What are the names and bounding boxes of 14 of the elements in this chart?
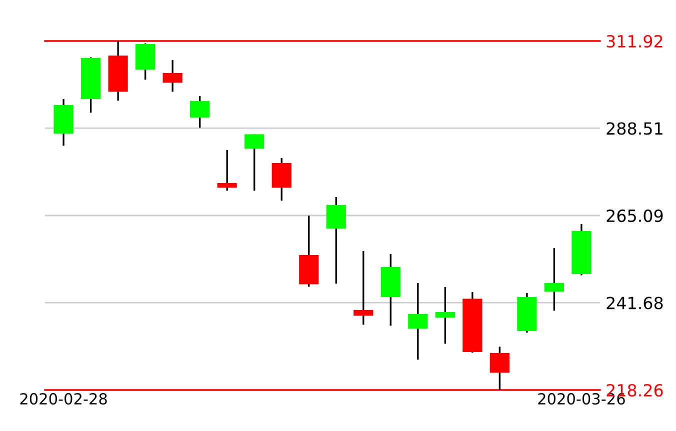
- candlestick: [326, 196, 346, 285]
- y-tick-label: 311.92: [606, 34, 662, 48]
- candlestick: [162, 59, 182, 93]
- candlestick: [354, 250, 374, 326]
- candlestick: [217, 149, 237, 192]
- y-tick-label: 288.51: [606, 122, 662, 135]
- candlestick: [544, 247, 564, 312]
- candlestick: [244, 133, 264, 192]
- x-tick-label: 2020-02-28: [20, 393, 107, 405]
- candlestick: [190, 95, 210, 129]
- candlestick: [408, 282, 428, 361]
- y-tick-label: 241.68: [606, 296, 663, 310]
- candlestick: [435, 286, 455, 345]
- y-tick-label: 265.09: [606, 209, 663, 222]
